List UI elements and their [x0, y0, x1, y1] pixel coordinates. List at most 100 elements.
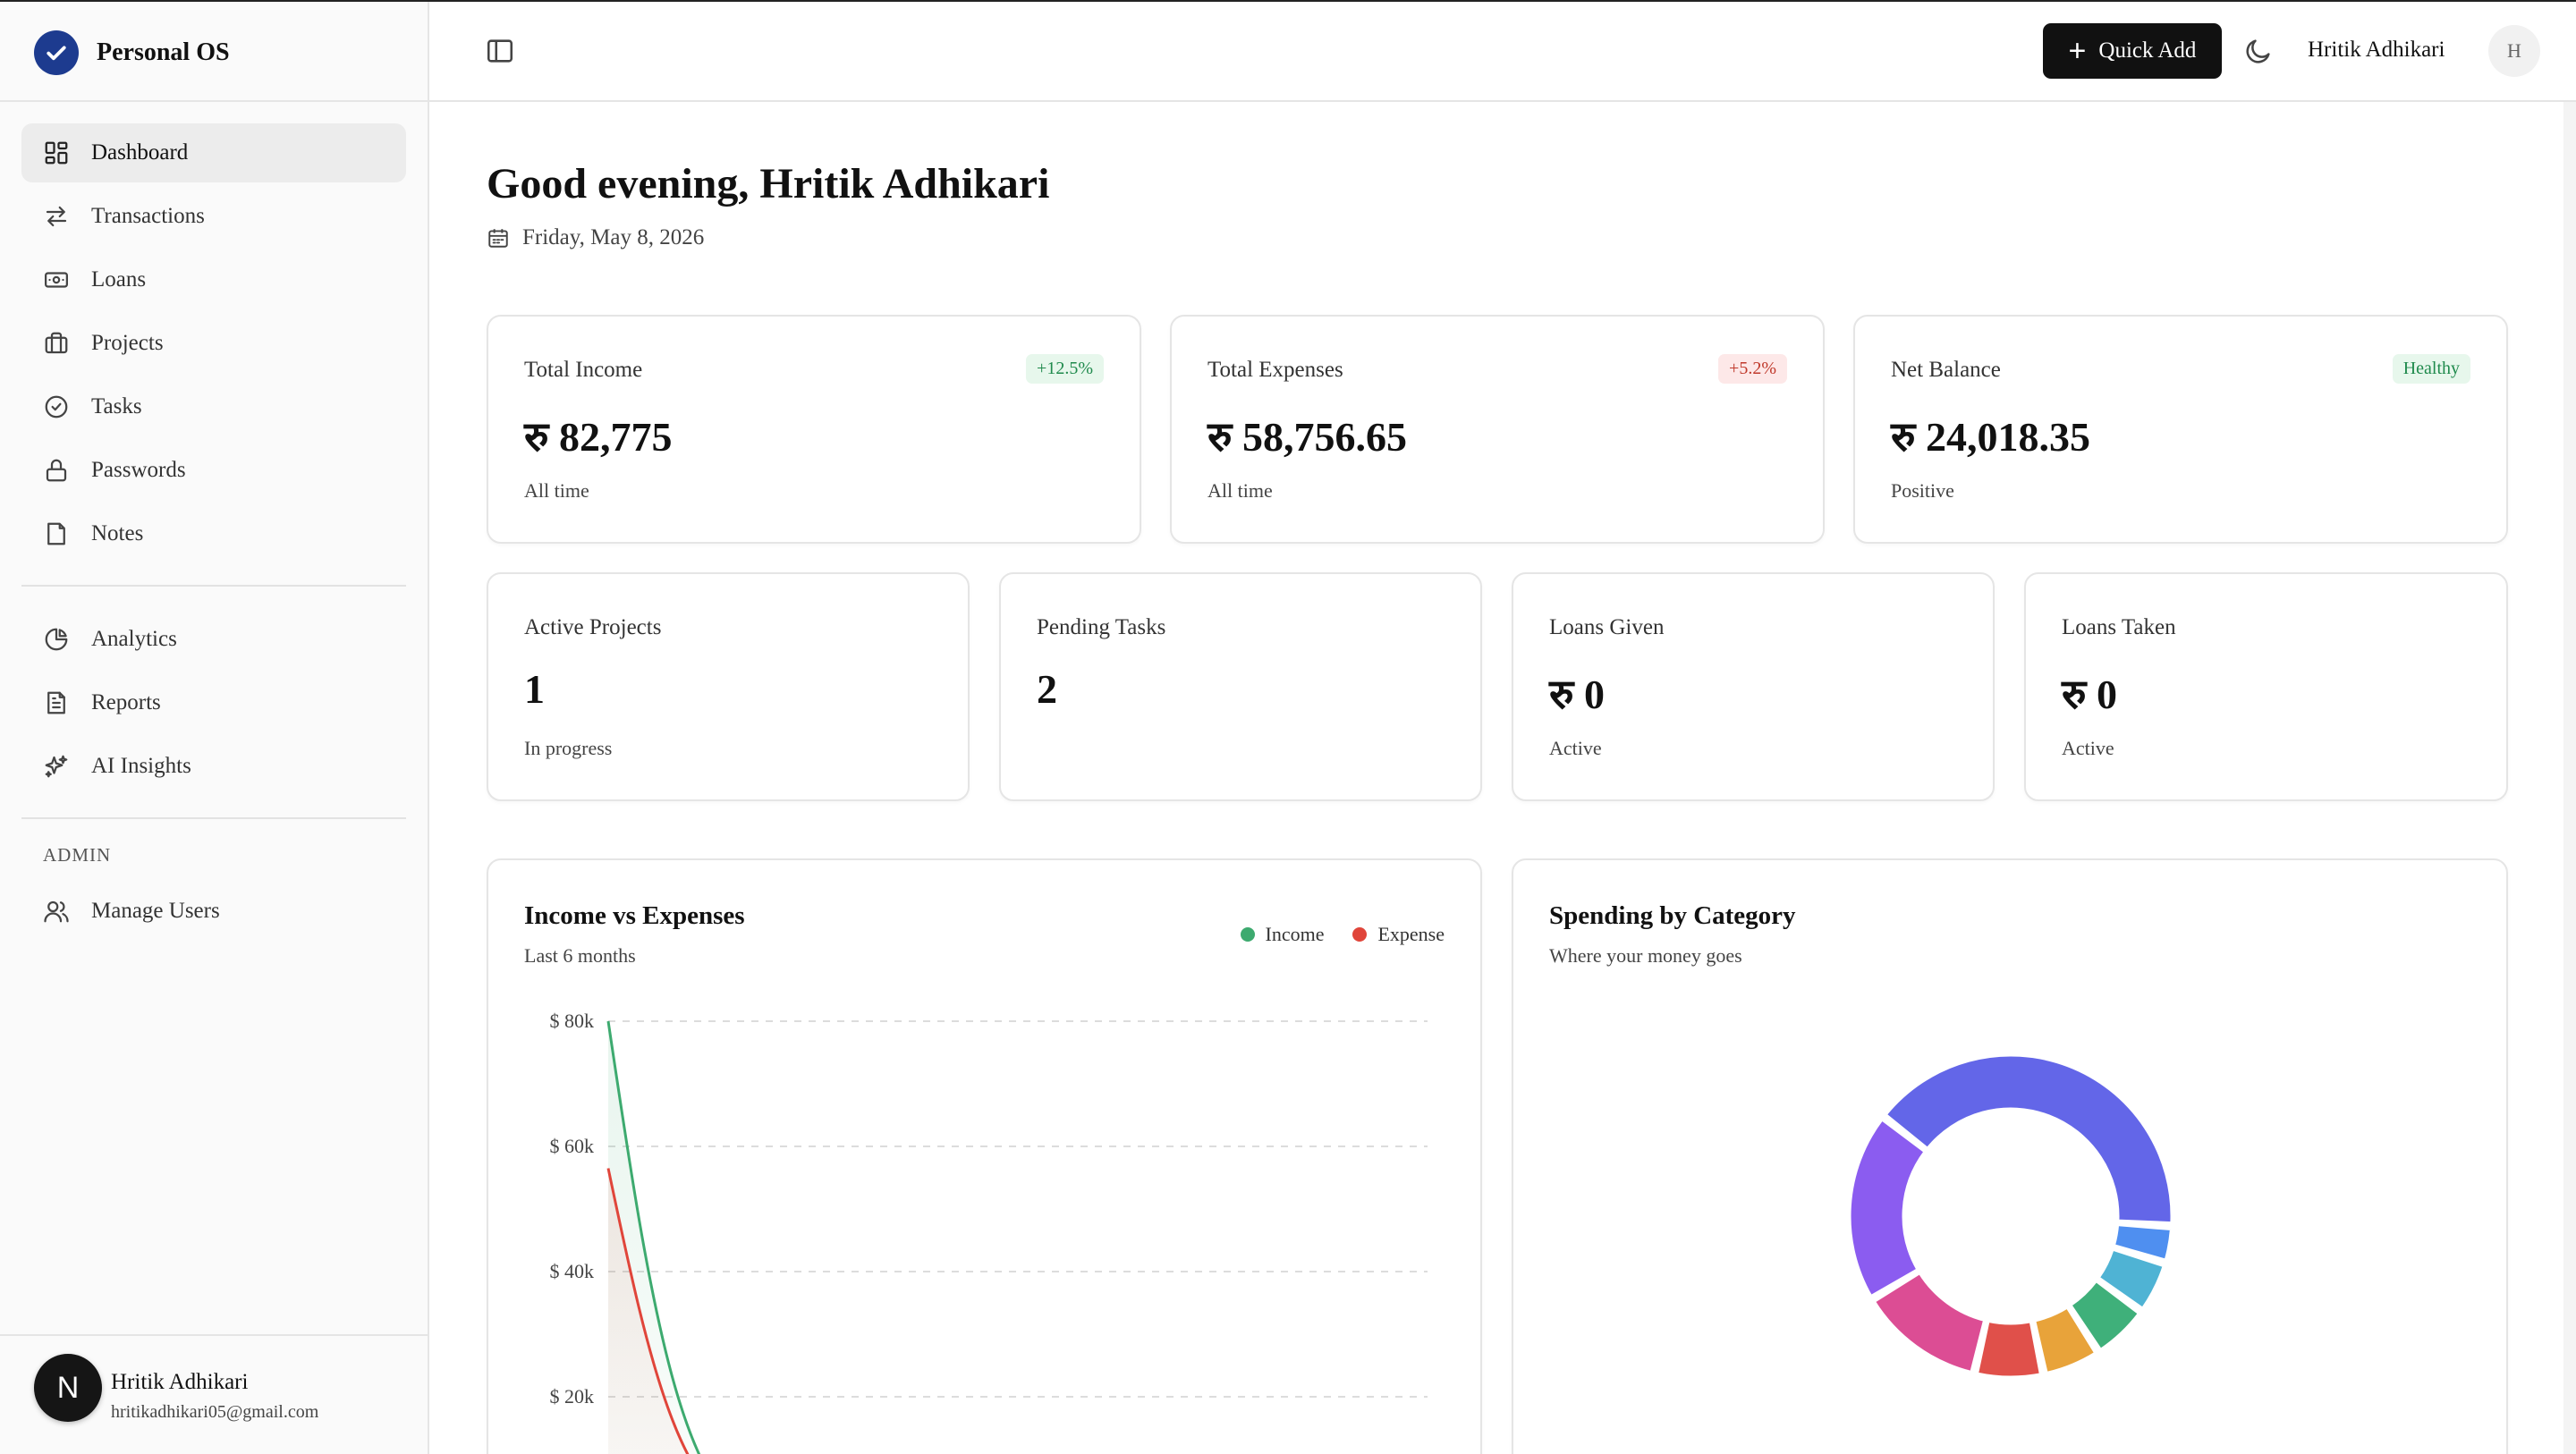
chart-title: Spending by Category [1549, 901, 1796, 930]
spending-by-category-card: Spending by Category Where your money go… [1512, 858, 2508, 1454]
users-icon [44, 900, 69, 923]
donut-slice[interactable] [1976, 1319, 2042, 1379]
legend-item-income[interactable]: Income [1240, 923, 1324, 946]
current-date: Friday, May 8, 2026 [522, 225, 705, 249]
donut-slice[interactable] [1848, 1118, 1927, 1298]
income-series-line[interactable] [606, 1020, 1428, 1454]
user-name: Hritik Adhikari [111, 1370, 249, 1394]
donut-slice[interactable] [2033, 1306, 2097, 1374]
status-badge: +12.5% [1026, 354, 1104, 384]
stat-card-pending-tasks[interactable]: Pending Tasks 2 [999, 572, 1482, 801]
stat-card-loans-given[interactable]: Loans Given रु 0 Active [1512, 572, 1995, 801]
scrollbar[interactable] [2563, 102, 2576, 1454]
stat-label: Total Income [524, 358, 643, 382]
calendar-icon [488, 229, 508, 248]
donut-slice[interactable] [1872, 1272, 1987, 1374]
expense-series-line[interactable] [606, 1168, 1428, 1454]
quick-add-label: Quick Add [2098, 38, 2197, 63]
legend-label: Expense [1377, 923, 1445, 945]
sidebar-item-projects[interactable]: Projects [21, 314, 406, 373]
sidebar-item-tasks[interactable]: Tasks [21, 377, 406, 436]
pie-chart-icon [45, 628, 68, 651]
sidebar-item-notes[interactable]: Notes [21, 504, 406, 563]
sidebar-item-label: Transactions [91, 204, 205, 228]
stat-subtext: Active [1549, 737, 1602, 759]
header-user-name[interactable]: Hritik Adhikari [2308, 38, 2445, 62]
stat-label: Loans Given [1549, 615, 1665, 639]
user-email: hritikadhikari05@gmail.com [111, 1402, 319, 1422]
y-axis: $ 80k $ 60k $ 40k $ 20k [550, 1010, 595, 1408]
stat-card-total-expenses[interactable]: Total Expenses +5.2% रु 58,756.65 All ti… [1170, 315, 1825, 544]
stat-card-total-income[interactable]: Total Income +12.5% रु 82,775 All time [487, 315, 1141, 544]
top-header: + Quick Add Hritik Adhikari H [429, 2, 2576, 102]
chart-title: Income vs Expenses [524, 901, 745, 930]
sparkles-icon [45, 755, 68, 778]
legend-dot [1352, 927, 1368, 942]
chart-subtitle: Where your money goes [1549, 944, 1742, 967]
donut-slice[interactable] [2112, 1223, 2173, 1262]
page-title: Good evening, Hritik Adhikari [487, 160, 1050, 207]
avatar: N [34, 1354, 102, 1422]
legend-item-expense[interactable]: Expense [1352, 923, 1445, 946]
stat-value: रु 0 [2062, 672, 2118, 717]
stat-value: रु 58,756.65 [1208, 414, 1408, 460]
donut-slice[interactable] [1884, 1053, 2174, 1225]
spending-donut-chart [1848, 1053, 2174, 1379]
stat-card-loans-taken[interactable]: Loans Taken रु 0 Active [2024, 572, 2508, 801]
brand[interactable]: Personal OS [34, 29, 230, 77]
y-tick-label: $ 40k [550, 1260, 595, 1282]
chart-series [606, 1020, 1428, 1454]
admin-nav: Manage Users [21, 882, 406, 945]
brand-name: Personal OS [97, 38, 230, 66]
sidebar-item-manage-users[interactable]: Manage Users [21, 882, 406, 941]
donut-slice[interactable] [2097, 1247, 2165, 1310]
y-tick-label: $ 60k [550, 1135, 595, 1157]
sidebar-item-loans[interactable]: Loans [21, 250, 406, 309]
plus-icon: + [2068, 34, 2087, 68]
donut-slice[interactable] [2069, 1280, 2140, 1351]
sidebar-user-profile[interactable]: N Hritik Adhikari hritikadhikari05@gmail… [0, 1334, 428, 1454]
divider [21, 817, 406, 819]
sidebar-item-label: Manage Users [91, 899, 220, 923]
sidebar-toggle-icon[interactable] [485, 36, 515, 66]
sidebar-item-label: Dashboard [91, 140, 189, 165]
y-tick-label: $ 20k [550, 1385, 595, 1408]
y-tick-label: $ 80k [550, 1010, 595, 1032]
stat-label: Loans Taken [2062, 615, 2176, 639]
divider [0, 100, 428, 102]
sidebar-item-label: Notes [91, 521, 144, 545]
status-badge: +5.2% [1718, 354, 1787, 384]
sidebar-item-analytics[interactable]: Analytics [21, 610, 406, 669]
divider [21, 585, 406, 587]
sidebar-item-transactions[interactable]: Transactions [21, 187, 406, 246]
projects-icon [45, 332, 68, 354]
stat-card-net-balance[interactable]: Net Balance Healthy रु 24,018.35 Positiv… [1853, 315, 2508, 544]
income-series-area [608, 1021, 699, 1454]
report-icon [47, 691, 65, 714]
stat-card-active-projects[interactable]: Active Projects 1 In progress [487, 572, 970, 801]
sidebar-item-ai-insights[interactable]: AI Insights [21, 737, 406, 796]
income-vs-expenses-card: Income vs Expenses Last 6 months Income … [487, 858, 1482, 1454]
sidebar-item-label: Reports [91, 690, 161, 714]
stat-label: Total Expenses [1208, 358, 1343, 382]
moon-icon[interactable] [2243, 36, 2274, 66]
sidebar-item-passwords[interactable]: Passwords [21, 441, 406, 500]
secondary-nav: Analytics Reports AI Insights [21, 610, 406, 800]
sidebar: Personal OS Dashboard Transactions Loans… [0, 2, 429, 1454]
sidebar-item-label: AI Insights [91, 754, 191, 778]
status-badge: Healthy [2392, 354, 2470, 384]
sidebar-item-reports[interactable]: Reports [21, 673, 406, 732]
expense-series-area [608, 1168, 688, 1454]
sidebar-item-label: Projects [91, 331, 164, 355]
quick-add-button[interactable]: + Quick Add [2043, 23, 2222, 79]
primary-nav: Dashboard Transactions Loans Projects Ta… [21, 123, 406, 568]
sidebar-item-dashboard[interactable]: Dashboard [21, 123, 406, 182]
avatar[interactable]: H [2488, 25, 2540, 77]
date-row: Friday, May 8, 2026 [487, 225, 704, 250]
stat-value: रु 24,018.35 [1891, 414, 2091, 460]
stat-label: Active Projects [524, 615, 662, 639]
sidebar-item-label: Passwords [91, 458, 186, 482]
stat-value: 2 [1037, 666, 1057, 712]
stat-value: रु 0 [1549, 672, 1606, 717]
stat-value: रु 82,775 [524, 414, 673, 460]
